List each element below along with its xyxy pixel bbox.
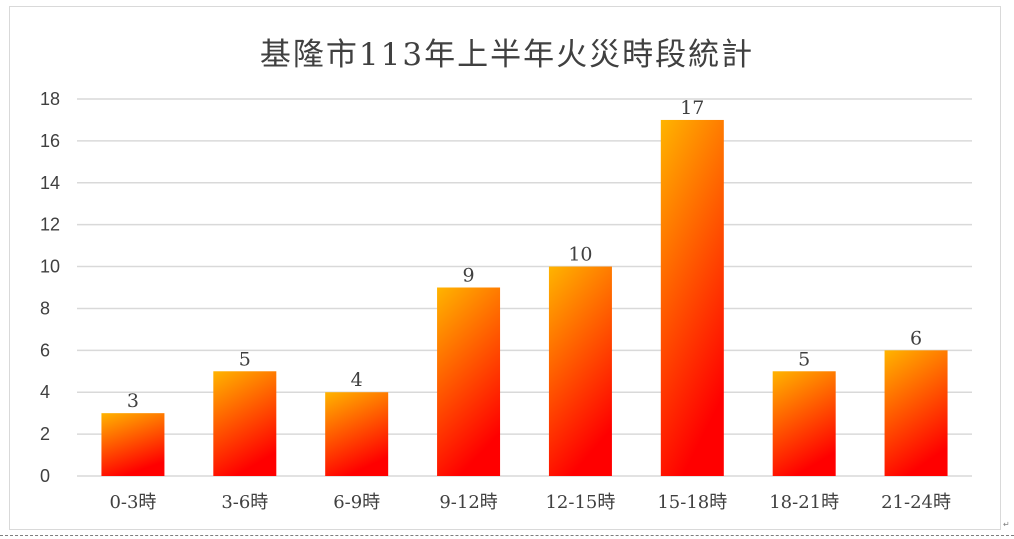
- data-label: 6: [910, 327, 922, 349]
- y-tick-label: 12: [40, 215, 60, 235]
- y-tick-label: 6: [40, 340, 50, 360]
- bar-6-9時: [325, 392, 389, 476]
- x-tick-label: 18-21時: [769, 492, 839, 513]
- data-label: 10: [568, 244, 592, 266]
- data-label: 3: [127, 390, 139, 412]
- page-divider: [0, 535, 1014, 536]
- bar-9-12時: [437, 287, 501, 476]
- data-label: 9: [463, 265, 475, 287]
- data-label: 4: [351, 369, 363, 391]
- y-tick-label: 16: [40, 131, 60, 151]
- x-tick-label: 6-9時: [333, 492, 380, 513]
- x-tick-label: 9-12時: [439, 492, 497, 513]
- x-tick-label: 21-24時: [881, 492, 951, 513]
- data-label: 5: [239, 348, 251, 370]
- data-labels: 3 5 4 9 10 17 5 6: [127, 97, 922, 412]
- x-tick-label: 0-3時: [109, 492, 156, 513]
- bar-18-21時: [772, 371, 836, 476]
- paragraph-mark-icon: ↵: [1003, 520, 1010, 529]
- bar-3-6時: [213, 371, 277, 476]
- x-tick-label: 12-15時: [545, 492, 615, 513]
- data-label: 17: [680, 97, 704, 119]
- bar-12-15時: [548, 266, 612, 476]
- chart-title: 基隆市113年上半年火災時段統計: [259, 37, 755, 73]
- y-tick-label: 0: [40, 466, 50, 486]
- bar-15-18時: [660, 119, 724, 476]
- gridlines: [77, 98, 972, 477]
- y-tick-label: 14: [40, 173, 60, 193]
- x-tick-label: 3-6時: [221, 492, 268, 513]
- data-label: 5: [798, 348, 810, 370]
- bar-0-3時: [101, 413, 165, 476]
- y-tick-label: 4: [40, 382, 50, 402]
- y-tick-label: 8: [40, 298, 50, 318]
- bars: [101, 119, 948, 476]
- y-tick-label: 10: [40, 257, 60, 277]
- x-axis-ticks: 0-3時 3-6時 6-9時 9-12時 12-15時 15-18時 18-21時 21-24…: [109, 492, 951, 513]
- x-tick-label: 15-18時: [657, 492, 727, 513]
- y-tick-label: 2: [40, 424, 50, 444]
- y-tick-label: 18: [40, 89, 60, 109]
- y-axis-ticks: 0 2 4 6 8 10 12 14 16 18: [40, 89, 60, 486]
- bar-21-24時: [884, 350, 948, 476]
